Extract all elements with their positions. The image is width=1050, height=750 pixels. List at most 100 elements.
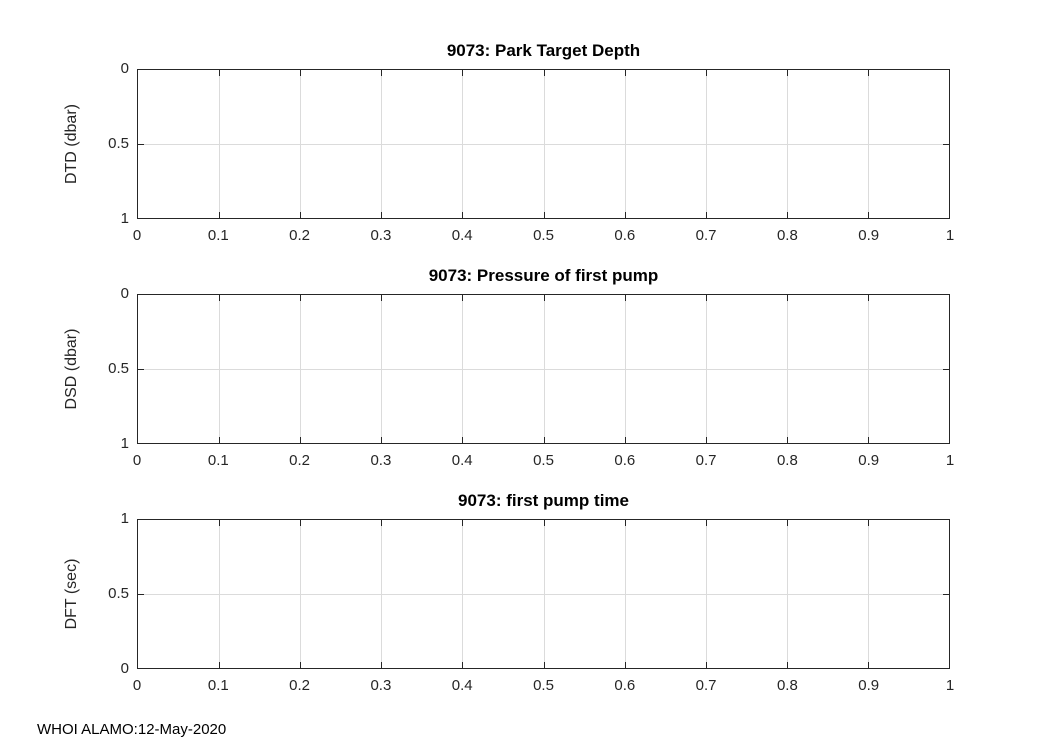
x-tick-mark-top	[381, 295, 382, 301]
x-tick-label: 0.6	[614, 452, 636, 469]
y-tick-label: 0.5	[108, 135, 129, 152]
x-tick-label: 0.5	[533, 677, 554, 694]
y-tick-label: 0.5	[108, 585, 129, 602]
y-tick-mark-right	[943, 369, 949, 370]
x-tick-mark-top	[300, 520, 301, 526]
subplot-park-target-depth: 9073: Park Target Depth DTD (dbar) 0 0.1 0…	[0, 39, 1050, 254]
x-tick-label: 1	[945, 227, 955, 244]
y-tick-label: 0	[120, 660, 129, 677]
x-tick-mark-bottom	[381, 212, 382, 218]
x-tick-mark-bottom	[544, 437, 545, 443]
x-tick-mark-bottom	[706, 662, 707, 668]
x-tick-mark-bottom	[625, 437, 626, 443]
x-tick-mark-top	[625, 295, 626, 301]
plot-area	[137, 519, 950, 669]
x-tick-mark-bottom	[462, 662, 463, 668]
x-tick-mark-bottom	[219, 212, 220, 218]
x-tick-mark-top	[868, 70, 869, 76]
subplot-first-pump-time: 9073: first pump time DFT (sec) 0 0.1 0.2 0…	[0, 489, 1050, 704]
x-tick-mark-bottom	[219, 437, 220, 443]
x-tick-mark-top	[787, 295, 788, 301]
x-tick-label: 0.3	[370, 677, 392, 694]
x-tick-mark-top	[868, 520, 869, 526]
x-tick-mark-bottom	[868, 212, 869, 218]
x-tick-mark-bottom	[868, 437, 869, 443]
x-tick-label: 0	[132, 227, 142, 244]
x-tick-label: 0.8	[776, 227, 798, 244]
subplot-pressure-first-pump: 9073: Pressure of first pump DSD (dbar) …	[0, 264, 1050, 479]
x-tick-label: 0.7	[695, 227, 717, 244]
x-tick-label: 0.4	[451, 677, 473, 694]
x-tick-label: 0.8	[776, 452, 798, 469]
x-tick-mark-top	[219, 520, 220, 526]
x-tick-label: 0.1	[207, 452, 229, 469]
x-tick-mark-top	[787, 70, 788, 76]
y-gridline	[138, 594, 949, 595]
x-tick-mark-bottom	[300, 437, 301, 443]
y-tick-label: 1	[120, 510, 129, 527]
x-tick-label: 0.5	[533, 452, 554, 469]
x-tick-mark-top	[787, 520, 788, 526]
x-tick-label: 0.9	[858, 677, 880, 694]
x-tick-mark-bottom	[544, 662, 545, 668]
y-tick-mark-left	[138, 369, 144, 370]
x-tick-mark-bottom	[219, 662, 220, 668]
y-tick-label: 0.5	[108, 360, 129, 377]
plot-title: 9073: first pump time	[458, 491, 629, 510]
x-tick-label: 0.8	[776, 677, 798, 694]
y-tick-mark-right	[943, 594, 949, 595]
x-tick-label: 0.6	[614, 227, 636, 244]
x-tick-label: 0.6	[614, 677, 636, 694]
y-gridline	[138, 369, 949, 370]
x-tick-label: 0.9	[858, 227, 880, 244]
y-tick-mark-left	[138, 144, 144, 145]
x-tick-label: 0.9	[858, 452, 880, 469]
x-tick-label: 0	[132, 677, 142, 694]
x-tick-mark-bottom	[787, 662, 788, 668]
x-tick-mark-bottom	[787, 212, 788, 218]
x-tick-label: 0.5	[533, 227, 554, 244]
x-tick-mark-top	[706, 295, 707, 301]
x-tick-label: 0.1	[207, 227, 229, 244]
x-tick-mark-bottom	[462, 212, 463, 218]
plot-title: 9073: Pressure of first pump	[428, 266, 659, 285]
x-tick-mark-bottom	[868, 662, 869, 668]
x-tick-mark-top	[462, 70, 463, 76]
x-tick-mark-top	[868, 295, 869, 301]
x-tick-mark-top	[625, 520, 626, 526]
x-tick-mark-top	[544, 295, 545, 301]
x-tick-label: 0.1	[207, 677, 229, 694]
x-tick-mark-bottom	[544, 212, 545, 218]
x-tick-mark-top	[625, 70, 626, 76]
x-tick-mark-bottom	[706, 212, 707, 218]
x-tick-label: 0.4	[451, 227, 473, 244]
plot-area	[137, 69, 950, 219]
x-tick-mark-top	[462, 520, 463, 526]
x-tick-mark-bottom	[300, 662, 301, 668]
y-tick-mark-left	[138, 594, 144, 595]
x-tick-mark-top	[300, 295, 301, 301]
x-tick-label: 0.4	[451, 452, 473, 469]
x-tick-mark-bottom	[625, 212, 626, 218]
x-tick-label: 0.7	[695, 677, 717, 694]
x-tick-mark-bottom	[706, 437, 707, 443]
x-tick-label: 1	[945, 677, 955, 694]
x-tick-label: 0.2	[289, 452, 311, 469]
x-tick-mark-bottom	[300, 212, 301, 218]
x-tick-label: 0.7	[695, 452, 717, 469]
y-tick-label: 1	[120, 435, 129, 452]
x-tick-mark-top	[706, 70, 707, 76]
plot-area	[137, 294, 950, 444]
x-tick-mark-top	[300, 70, 301, 76]
x-tick-mark-top	[462, 295, 463, 301]
x-tick-mark-top	[381, 520, 382, 526]
x-tick-mark-bottom	[381, 662, 382, 668]
x-tick-mark-top	[706, 520, 707, 526]
x-tick-label: 0.3	[370, 227, 392, 244]
y-gridline	[138, 144, 949, 145]
x-tick-label: 0.2	[289, 677, 311, 694]
figure-footer-label: WHOI ALAMO:12-May-2020	[37, 721, 227, 738]
y-tick-label: 0	[120, 60, 129, 77]
x-tick-mark-bottom	[787, 437, 788, 443]
